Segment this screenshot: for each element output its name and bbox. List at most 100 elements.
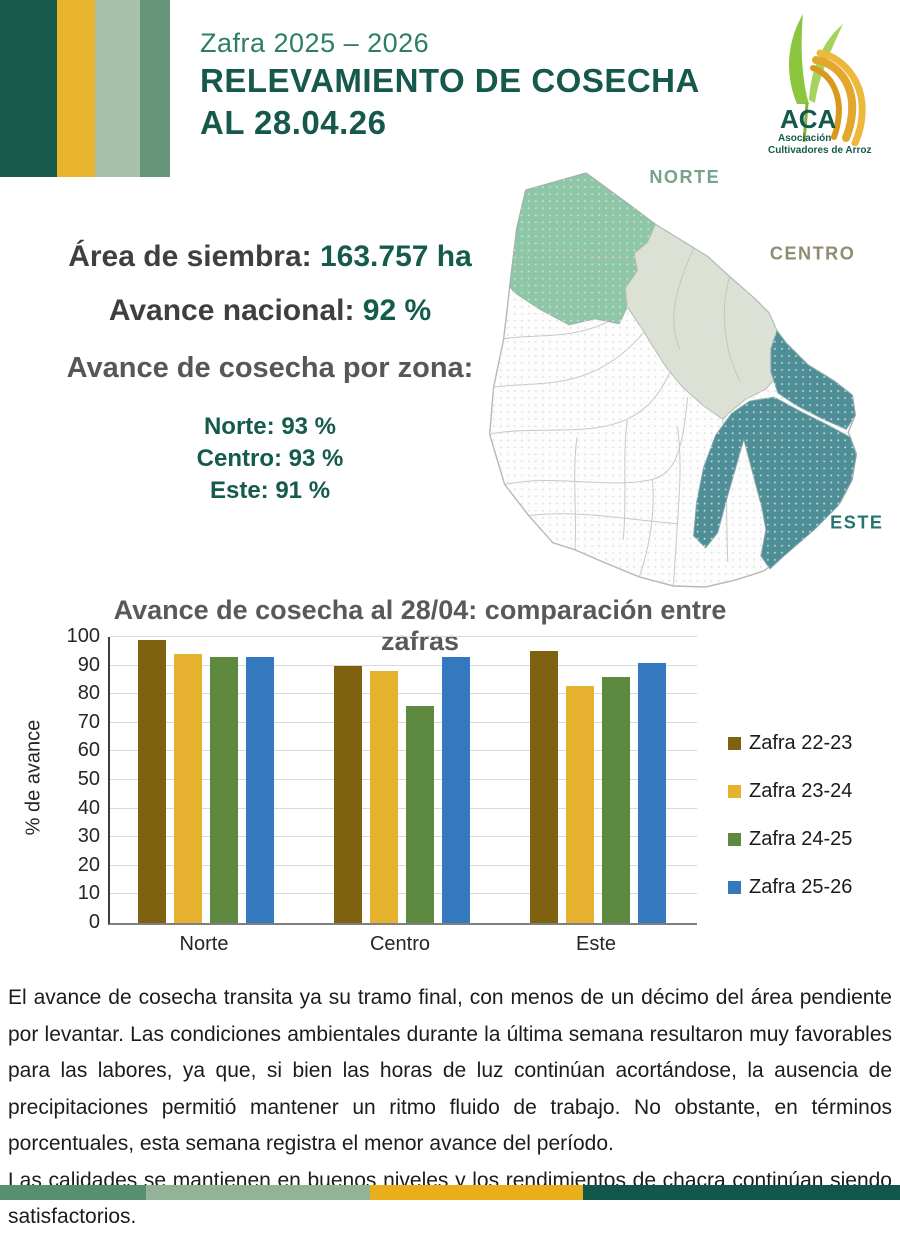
rice-stem <box>802 102 809 143</box>
zone-norte-value: 93 % <box>281 413 337 440</box>
bar-este-zafra-23-24 <box>566 685 594 923</box>
bar-centro-zafra-22-23 <box>334 665 362 923</box>
zone-este-label: Este: <box>209 477 269 504</box>
national-progress-line: Avance nacional: 92 % <box>0 294 540 328</box>
bottom-stripe-4 <box>583 1185 900 1200</box>
map-label-este: ESTE <box>830 513 883 533</box>
legend-swatch <box>728 784 741 798</box>
zone-norte-label: Norte: <box>203 413 275 440</box>
legend-label: Zafra 24-25 <box>749 827 853 850</box>
legend-label: Zafra 23-24 <box>749 779 853 802</box>
sown-area-value: 163.757 ha <box>320 240 472 273</box>
map-dot-texture <box>489 173 857 587</box>
commentary-paragraph-1: El avance de cosecha transita ya su tram… <box>8 986 892 1155</box>
bar-norte-zafra-22-23 <box>138 639 166 923</box>
uruguay-zone-map: NORTE CENTRO ESTE <box>488 167 883 588</box>
top-stripe-bar <box>0 0 170 177</box>
y-tick-0: 0 <box>88 911 100 933</box>
bar-group-norte <box>138 639 274 923</box>
y-tick-20: 20 <box>77 853 100 876</box>
chart-y-axis-ticks: 0 10 20 30 40 50 60 70 80 90 100 <box>40 625 100 935</box>
sown-area-line: Área de siembra: 163.757 ha <box>0 240 540 274</box>
top-stripe-1 <box>0 0 57 177</box>
report-title-line2: AL 28.04.26 <box>200 104 387 141</box>
y-tick-100: 100 <box>66 625 100 647</box>
gridline-90 <box>110 664 697 666</box>
chart-title: Avance de cosecha al 28/04: comparación … <box>113 595 727 656</box>
sown-area-label: Área de siembra: <box>68 240 312 273</box>
rice-panicle <box>816 49 866 147</box>
legend-item-zafra-23-24: Zafra 23-24 <box>728 779 853 802</box>
gridline-80 <box>110 693 697 695</box>
zone-centro-label: Centro: <box>196 445 282 472</box>
report-subtitle: Zafra 2025 – 2026 <box>200 28 430 58</box>
top-stripe-4 <box>140 0 170 177</box>
y-tick-10: 10 <box>77 882 100 905</box>
legend-swatch <box>728 880 741 894</box>
top-stripe-3 <box>95 0 140 177</box>
bottom-stripe-2 <box>146 1185 370 1200</box>
top-stripe-2 <box>57 0 95 177</box>
national-progress-label: Avance nacional: <box>108 294 355 327</box>
logo-org-line1: Asociación <box>778 133 831 144</box>
y-tick-70: 70 <box>77 710 100 733</box>
gridline-50 <box>110 779 697 780</box>
y-tick-30: 30 <box>77 825 100 848</box>
rice-leaf <box>809 24 843 103</box>
map-label-norte: NORTE <box>649 167 720 187</box>
commentary-text: El avance de cosecha transita ya su tram… <box>8 980 892 1236</box>
national-progress-value: 92 % <box>362 294 432 327</box>
legend-item-zafra-25-26: Zafra 25-26 <box>728 875 853 898</box>
gridline-60 <box>110 750 697 752</box>
zone-progress-heading: Avance de cosecha por zona: <box>66 352 474 384</box>
bar-este-zafra-24-25 <box>602 677 630 923</box>
rice-leaf <box>789 14 809 104</box>
zone-este-value: 91 % <box>275 477 331 504</box>
gridline-100 <box>110 636 697 637</box>
gridline-10 <box>110 893 697 895</box>
gridline-20 <box>110 864 697 866</box>
y-tick-80: 80 <box>77 682 100 705</box>
rice-plant-icon <box>789 14 866 147</box>
bottom-stripe-3 <box>370 1185 583 1200</box>
bar-centro-zafra-25-26 <box>442 657 470 923</box>
bar-norte-zafra-25-26 <box>246 657 274 923</box>
zone-progress-centro: Centro: 93 % <box>0 443 540 475</box>
zone-progress-norte: Norte: 93 % <box>0 411 540 443</box>
bar-centro-zafra-23-24 <box>370 671 398 923</box>
bottom-stripe-bar <box>0 1185 900 1200</box>
y-tick-60: 60 <box>77 739 100 762</box>
legend-label: Zafra 25-26 <box>749 875 853 898</box>
x-label-centro: Centro <box>369 933 431 955</box>
rice-panicle <box>810 65 843 140</box>
bar-group-centro <box>334 657 470 923</box>
bar-centro-zafra-24-25 <box>406 705 434 923</box>
zone-progress-este: Este: 91 % <box>0 475 540 507</box>
legend-label: Zafra 22-23 <box>749 731 853 754</box>
gridline-40 <box>110 807 697 809</box>
bar-norte-zafra-24-25 <box>210 657 238 923</box>
zone-centro-value: 93 % <box>288 445 344 472</box>
y-tick-90: 90 <box>77 653 100 676</box>
legend-swatch <box>728 832 741 846</box>
bottom-stripe-1 <box>0 1185 146 1200</box>
bar-group-este <box>530 651 666 923</box>
x-label-este: Este <box>575 933 617 955</box>
rice-panicle <box>812 56 857 142</box>
bar-este-zafra-25-26 <box>638 662 666 923</box>
aca-logo: ACA Asociación Cultivadores de Arroz <box>768 14 872 156</box>
harvest-stats: Área de siembra: 163.757 ha Avance nacio… <box>0 240 540 507</box>
gridline-70 <box>110 721 697 723</box>
logo-acronym: ACA <box>780 104 837 134</box>
map-label-centro: CENTRO <box>770 243 855 263</box>
legend-item-zafra-24-25: Zafra 24-25 <box>728 827 853 850</box>
legend-item-zafra-22-23: Zafra 22-23 <box>728 731 853 754</box>
y-tick-40: 40 <box>77 796 100 819</box>
bar-este-zafra-22-23 <box>530 651 558 923</box>
legend-swatch <box>728 736 741 750</box>
y-tick-50: 50 <box>77 768 100 790</box>
chart-x-axis-labels: Norte Centro Este <box>108 933 695 963</box>
chart-legend: Zafra 22-23 Zafra 23-24 Zafra 24-25 Zafra 2… <box>728 731 853 926</box>
bar-norte-zafra-23-24 <box>174 654 202 923</box>
report-title-line1: RELEVAMIENTO DE COSECHA <box>200 62 700 99</box>
